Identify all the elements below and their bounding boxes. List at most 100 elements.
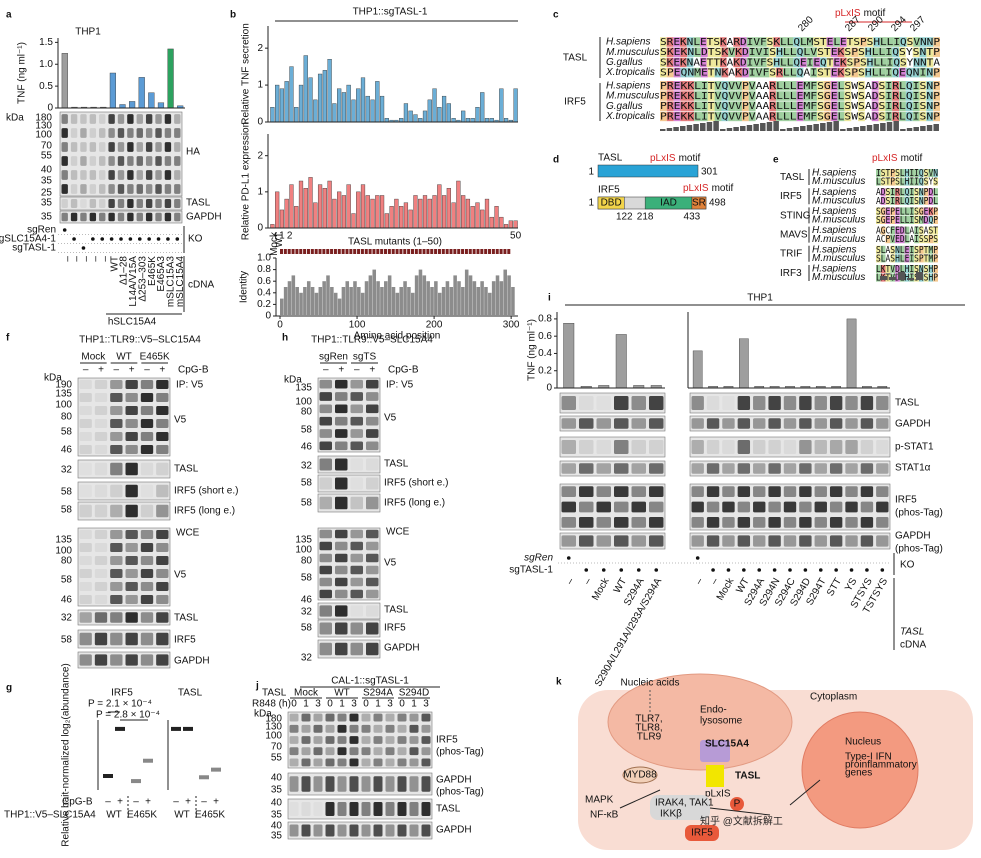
residue-shade bbox=[928, 207, 934, 216]
residue-shade bbox=[933, 81, 940, 91]
blot-band bbox=[80, 212, 87, 222]
residue-shade bbox=[914, 245, 919, 254]
residue-shade bbox=[735, 67, 742, 78]
conservation-bar bbox=[813, 124, 819, 131]
mutant-strip bbox=[503, 249, 507, 254]
mutant-strip bbox=[480, 249, 484, 254]
blot-band bbox=[164, 128, 172, 138]
bar bbox=[499, 216, 504, 229]
residue-shade bbox=[680, 101, 688, 111]
residue-shade bbox=[793, 57, 800, 68]
blot-band bbox=[70, 114, 78, 124]
residue-shade bbox=[890, 169, 896, 177]
marker: 100 bbox=[295, 397, 312, 408]
conservation-bar bbox=[693, 124, 699, 131]
mutant-strip bbox=[441, 249, 445, 254]
residue-shade bbox=[720, 57, 727, 68]
blot-band bbox=[799, 535, 812, 547]
residue-shade bbox=[912, 81, 920, 91]
blot-band bbox=[691, 516, 704, 528]
conservation-bar bbox=[680, 126, 686, 131]
myd88 bbox=[622, 766, 658, 784]
residue-shade bbox=[769, 111, 777, 122]
identity-bar bbox=[449, 287, 454, 316]
y-tick-label: 0.5 bbox=[39, 81, 53, 92]
bar bbox=[289, 66, 294, 123]
bar bbox=[422, 195, 428, 229]
blot-band bbox=[366, 429, 379, 438]
residue-shade bbox=[890, 196, 896, 205]
blot-band bbox=[814, 396, 827, 410]
blot bbox=[317, 493, 381, 513]
residue-shade bbox=[782, 67, 790, 78]
mutant-strip bbox=[287, 249, 291, 254]
residue-shade bbox=[876, 207, 881, 216]
residue-shade bbox=[899, 101, 906, 111]
blot-band bbox=[350, 541, 363, 551]
identity-bar bbox=[360, 292, 365, 316]
label: NF-κB bbox=[590, 810, 619, 821]
residue-shade bbox=[912, 47, 920, 57]
marker: 80 bbox=[61, 556, 73, 567]
row-label: sgRen bbox=[524, 553, 553, 564]
blot-band bbox=[145, 198, 153, 209]
blot-band bbox=[145, 114, 153, 124]
blot-band bbox=[127, 212, 134, 222]
blot-band bbox=[99, 114, 106, 124]
blot-band bbox=[117, 114, 125, 124]
blot-band bbox=[289, 824, 299, 837]
bar bbox=[413, 195, 418, 229]
blot-band bbox=[783, 535, 797, 547]
motif-word: motif bbox=[901, 153, 923, 164]
marker: 58 bbox=[301, 573, 313, 584]
blot bbox=[317, 474, 381, 493]
residue-shade bbox=[864, 47, 872, 57]
residue-shade bbox=[700, 91, 708, 101]
residue-shade bbox=[918, 216, 924, 224]
residue-shade bbox=[714, 67, 722, 78]
blot-band bbox=[366, 458, 379, 471]
residue-shade bbox=[860, 37, 867, 47]
y-axis-label: Relative bait-normalized log₂(abundance) bbox=[61, 663, 72, 846]
residue-shade bbox=[878, 101, 886, 111]
blot-band bbox=[397, 736, 407, 744]
label: genes bbox=[845, 768, 872, 779]
blot-band bbox=[845, 516, 858, 528]
marker: 32 bbox=[301, 607, 313, 618]
residue-shade bbox=[780, 57, 787, 68]
residue-shade bbox=[928, 216, 934, 224]
conservation-bar bbox=[926, 125, 933, 131]
residue-shade bbox=[909, 188, 915, 197]
blot-band bbox=[829, 535, 843, 547]
blot-label: GAPDH bbox=[436, 775, 472, 786]
residue-shade bbox=[666, 37, 674, 47]
residue-shade bbox=[880, 207, 886, 216]
bar bbox=[408, 209, 413, 229]
bar bbox=[270, 224, 275, 229]
blot-band bbox=[335, 392, 348, 401]
blot-band bbox=[753, 418, 766, 429]
blot-band bbox=[579, 440, 594, 454]
dot bbox=[119, 237, 123, 241]
bar bbox=[739, 338, 749, 389]
blot-band bbox=[768, 440, 781, 454]
annotation: P = 2.1 × 10⁻⁴ bbox=[88, 699, 152, 710]
residue-shade bbox=[928, 196, 934, 205]
residue-shade bbox=[904, 196, 910, 205]
residue-shade bbox=[899, 207, 905, 216]
blot-band bbox=[127, 198, 134, 209]
label: WT bbox=[106, 810, 122, 821]
residue-shade bbox=[741, 81, 749, 91]
conservation-bar bbox=[880, 123, 886, 131]
blot-band bbox=[561, 440, 576, 454]
blot-band bbox=[845, 486, 858, 498]
blot-band bbox=[319, 541, 332, 551]
residue-shade bbox=[860, 57, 867, 68]
residue-shade bbox=[895, 245, 900, 254]
marker: 130 bbox=[265, 722, 282, 733]
point bbox=[199, 775, 209, 780]
blot-band bbox=[691, 440, 704, 454]
residue-shade bbox=[873, 37, 880, 47]
residue-shade bbox=[885, 273, 891, 282]
blot-band bbox=[319, 553, 332, 563]
